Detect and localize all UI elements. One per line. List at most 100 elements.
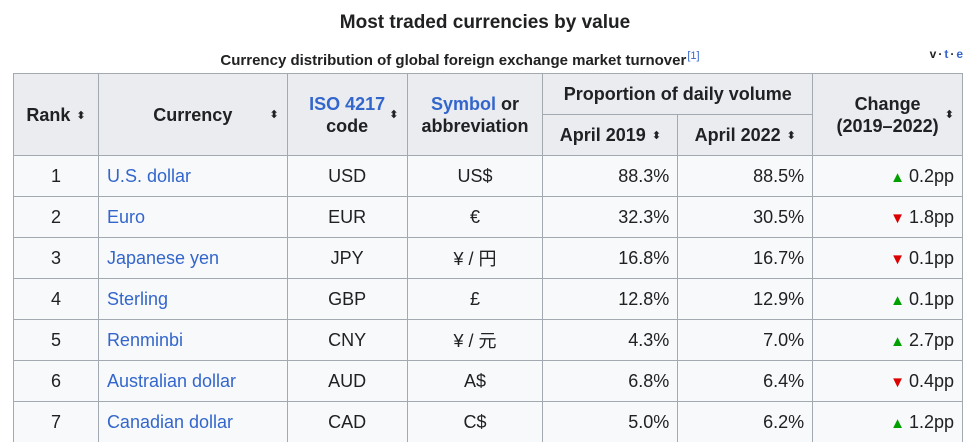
header-change-period: (2019–2022) xyxy=(836,115,939,136)
header-april-2019[interactable]: April 2019 ⬍ xyxy=(542,114,679,156)
change-cell: ▲ 0.2pp xyxy=(812,155,963,197)
change-value: 0.1pp xyxy=(908,288,954,309)
sort-icon[interactable]: ⬍ xyxy=(944,108,954,121)
symbol-cell: £ xyxy=(406,278,544,320)
april-2019-cell: 4.3% xyxy=(542,319,679,361)
sort-icon[interactable]: ⬍ xyxy=(269,108,279,121)
header-symbol: Symbol or abbreviation xyxy=(406,73,544,156)
iso-4217-link[interactable]: ISO 4217 xyxy=(309,93,386,114)
header-change[interactable]: Change (2019–2022) ⬍ xyxy=(812,73,963,156)
april-2022-cell: 12.9% xyxy=(677,278,814,320)
symbol-link[interactable]: Symbol xyxy=(430,93,496,114)
april-2019-cell: 16.8% xyxy=(542,237,679,279)
header-iso-suffix: code xyxy=(326,115,369,136)
sort-icon[interactable]: ⬍ xyxy=(76,109,86,122)
currency-link[interactable]: Canadian dollar xyxy=(106,411,234,432)
sort-icon[interactable]: ⬍ xyxy=(651,130,662,143)
april-2022-cell: 30.5% xyxy=(677,196,814,238)
header-april-2022-label: April 2022 xyxy=(694,125,781,145)
header-rank-label: Rank xyxy=(26,104,71,125)
vte-separator: · xyxy=(938,47,943,61)
currency-cell: Canadian dollar xyxy=(97,401,288,442)
header-currency[interactable]: Currency ⬍ xyxy=(97,73,288,156)
currency-cell: Sterling xyxy=(97,278,288,320)
decrease-arrow-icon: ▼ xyxy=(890,373,905,391)
decrease-arrow-icon: ▼ xyxy=(890,250,905,268)
header-currency-label: Currency xyxy=(153,104,233,125)
table-row: 5 Renminbi CNY ¥ / 元 4.3% 7.0% ▲ 2.7pp xyxy=(13,319,963,361)
rank-cell: 6 xyxy=(13,360,99,402)
currency-link[interactable]: Australian dollar xyxy=(106,370,237,391)
symbol-cell: US$ xyxy=(406,155,544,197)
symbol-cell: A$ xyxy=(406,360,544,402)
symbol-cell: C$ xyxy=(406,401,544,442)
table-subtitle: Currency distribution of global foreign … xyxy=(0,44,920,73)
symbol-cell: ¥ / 元 xyxy=(406,319,544,361)
increase-arrow-icon: ▲ xyxy=(890,291,905,309)
iso-cell: USD xyxy=(286,155,408,197)
iso-cell: JPY xyxy=(286,237,408,279)
header-change-label: Change xyxy=(854,93,921,114)
change-value: 0.2pp xyxy=(908,165,954,186)
rank-cell: 4 xyxy=(13,278,99,320)
currency-cell: Australian dollar xyxy=(97,360,288,402)
currency-link[interactable]: Sterling xyxy=(106,288,168,309)
april-2022-cell: 7.0% xyxy=(677,319,814,361)
edit-template-link[interactable]: e xyxy=(956,47,963,61)
currency-cell: U.S. dollar xyxy=(97,155,288,197)
change-value: 0.4pp xyxy=(908,370,954,391)
change-value: 2.7pp xyxy=(908,329,954,350)
increase-arrow-icon: ▲ xyxy=(890,414,905,432)
april-2019-cell: 32.3% xyxy=(542,196,679,238)
sort-icon[interactable]: ⬍ xyxy=(786,130,796,143)
april-2022-cell: 16.7% xyxy=(677,237,814,279)
april-2019-cell: 88.3% xyxy=(542,155,679,197)
april-2022-cell: 6.2% xyxy=(677,401,814,442)
talk-template-link[interactable]: t xyxy=(944,47,949,61)
currency-cell: Japanese yen xyxy=(97,237,288,279)
april-2019-cell: 5.0% xyxy=(542,401,679,442)
change-value: 1.2pp xyxy=(908,411,954,432)
decrease-arrow-icon: ▼ xyxy=(890,209,905,227)
april-2022-cell: 6.4% xyxy=(677,360,814,402)
currency-link[interactable]: Renminbi xyxy=(106,329,183,350)
increase-arrow-icon: ▲ xyxy=(890,168,905,186)
symbol-cell: ¥ / 円 xyxy=(406,237,544,279)
change-value: 1.8pp xyxy=(908,206,954,227)
header-april-2019-label: April 2019 xyxy=(559,125,646,145)
april-2019-cell: 6.8% xyxy=(542,360,679,402)
change-cell: ▼ 0.4pp xyxy=(812,360,963,402)
header-iso[interactable]: ISO 4217 code ⬍ xyxy=(286,73,408,156)
iso-cell: CAD xyxy=(286,401,408,442)
sort-icon[interactable]: ⬍ xyxy=(389,108,399,121)
header-rank[interactable]: Rank ⬍ xyxy=(13,73,99,156)
iso-cell: GBP xyxy=(286,278,408,320)
table-row: 7 Canadian dollar CAD C$ 5.0% 6.2% ▲ 1.2p… xyxy=(13,401,963,442)
vte-separator: · xyxy=(950,47,955,61)
table-row: 2 Euro EUR € 32.3% 30.5% ▼ 1.8pp xyxy=(13,196,963,238)
currency-cell: Renminbi xyxy=(97,319,288,361)
rank-cell: 2 xyxy=(13,196,99,238)
iso-cell: EUR xyxy=(286,196,408,238)
currency-link[interactable]: Euro xyxy=(106,206,145,227)
change-cell: ▼ 0.1pp xyxy=(812,237,963,279)
view-template-link[interactable]: v xyxy=(929,47,937,61)
rank-cell: 1 xyxy=(13,155,99,197)
rank-cell: 5 xyxy=(13,319,99,361)
reference-link[interactable]: [1] xyxy=(687,50,700,62)
currency-cell: Euro xyxy=(97,196,288,238)
currency-link[interactable]: Japanese yen xyxy=(106,247,220,268)
subtitle-text: Currency distribution of global foreign … xyxy=(220,52,687,69)
rank-cell: 3 xyxy=(13,237,99,279)
change-cell: ▼ 1.8pp xyxy=(812,196,963,238)
increase-arrow-icon: ▲ xyxy=(890,332,905,350)
currency-link[interactable]: U.S. dollar xyxy=(106,165,191,186)
table-row: 3 Japanese yen JPY ¥ / 円 16.8% 16.7% ▼ 0.… xyxy=(13,237,963,279)
change-cell: ▲ 2.7pp xyxy=(812,319,963,361)
table-title: Most traded currencies by value xyxy=(339,12,631,33)
rank-cell: 7 xyxy=(13,401,99,442)
symbol-cell: € xyxy=(406,196,544,238)
table-row: 6 Australian dollar AUD A$ 6.8% 6.4% ▼ 0.… xyxy=(13,360,963,402)
header-april-2022[interactable]: April 2022 ⬍ xyxy=(677,114,814,156)
